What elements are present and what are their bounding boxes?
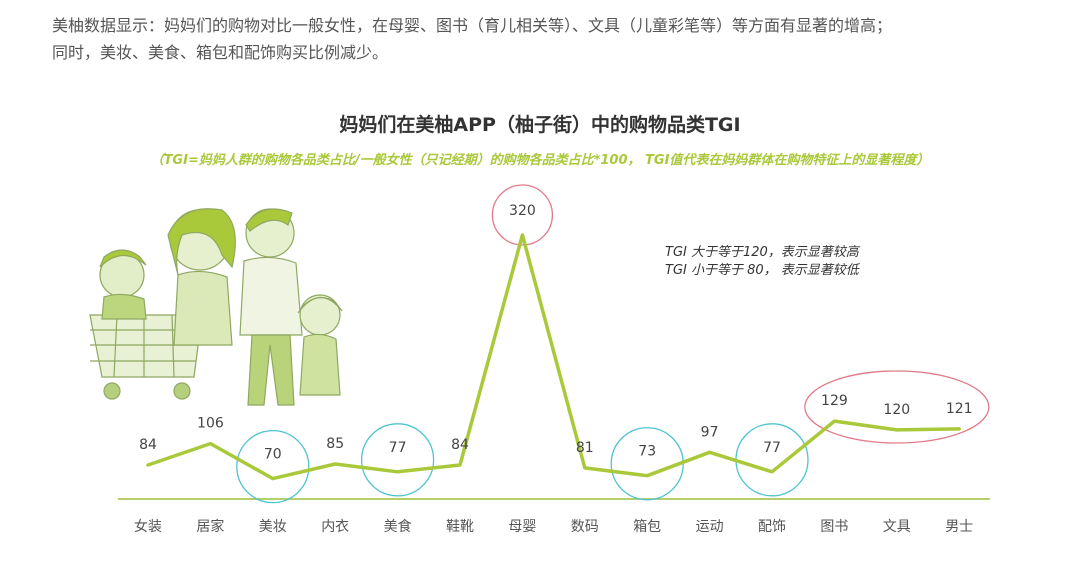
high-highlight-circle-母婴 xyxy=(491,184,554,246)
x-tick-label-箱包: 箱包 xyxy=(633,519,661,535)
value-label-文具: 120 xyxy=(883,402,910,418)
value-label-配饰: 77 xyxy=(763,440,781,456)
x-tick-label-运动: 运动 xyxy=(696,519,724,535)
tgi-note-low: TGI 小于等于 80， 表示显著较低 xyxy=(665,263,859,278)
value-label-美妆: 70 xyxy=(264,447,282,463)
value-label-居家: 106 xyxy=(197,416,224,432)
x-tick-label-文具: 文具 xyxy=(883,519,911,535)
value-label-女装: 84 xyxy=(139,437,157,453)
tgi-series-line xyxy=(146,233,961,481)
tgi-note-high: TGI 大于等于120，表示显著较高 xyxy=(665,245,859,260)
value-label-运动: 97 xyxy=(701,424,719,440)
x-tick-label-女装: 女装 xyxy=(134,518,162,535)
value-labels: 84 106 70 85 77 84 320 81 73 97 77 129 120 121 xyxy=(139,203,972,463)
x-tick-labels: 女装 居家 美妆 内衣 美食 鞋靴 母婴 数码 箱包 运动 配饰 图书 文具 男士 xyxy=(134,518,973,535)
family-shopping-illustration xyxy=(89,208,343,406)
chart-subtitle: （TGI=妈妈人群的购物各品类占比/一般女性（只记经期）的购物各品类占比*100… xyxy=(150,153,930,168)
value-label-鞋靴: 84 xyxy=(451,437,469,453)
intro-line-1: 美柚数据显示：妈妈们的购物对比一般女性，在母婴、图书（育儿相关等）、文具（儿童彩… xyxy=(52,16,893,35)
x-tick-label-内衣: 内衣 xyxy=(321,519,349,535)
value-label-箱包: 73 xyxy=(638,444,656,460)
x-tick-label-母婴: 母婴 xyxy=(508,519,536,535)
tgi-note: TGI 大于等于120，表示显著较高 TGI 小于等于 80， 表示显著较低 xyxy=(665,244,859,280)
x-tick-label-美食: 美食 xyxy=(384,518,412,535)
low-highlight-circle-箱包 xyxy=(610,427,684,501)
low-highlight-circle-美妆 xyxy=(236,429,310,504)
x-tick-label-配饰: 配饰 xyxy=(758,519,786,535)
chart-title: 妈妈们在美柚APP（柚子街）中的购物品类TGI xyxy=(339,114,741,136)
value-label-母婴: 320 xyxy=(509,203,536,219)
value-label-内衣: 85 xyxy=(326,436,344,452)
low-highlight-circle-美食 xyxy=(360,423,435,497)
x-tick-label-男士: 男士 xyxy=(945,519,973,535)
x-tick-label-居家: 居家 xyxy=(196,518,224,535)
x-tick-label-鞋靴: 鞋靴 xyxy=(446,519,474,535)
x-tick-label-图书: 图书 xyxy=(820,519,848,535)
intro-line-2: 同时，美妆、美食、箱包和配饰购买比例减少。 xyxy=(52,43,389,62)
value-label-图书: 129 xyxy=(821,393,848,409)
x-tick-label-美妆: 美妆 xyxy=(259,519,287,535)
value-label-男士: 121 xyxy=(946,401,973,417)
value-label-数码: 81 xyxy=(576,440,594,456)
intro-text: 美柚数据显示：妈妈们的购物对比一般女性，在母婴、图书（育儿相关等）、文具（儿童彩… xyxy=(52,12,1052,66)
value-label-美食: 77 xyxy=(389,440,407,456)
low-highlight-circle-配饰 xyxy=(735,423,809,497)
highlight-circles xyxy=(236,184,990,504)
x-tick-label-数码: 数码 xyxy=(571,519,599,535)
high-highlight-ellipse-group xyxy=(804,370,990,444)
